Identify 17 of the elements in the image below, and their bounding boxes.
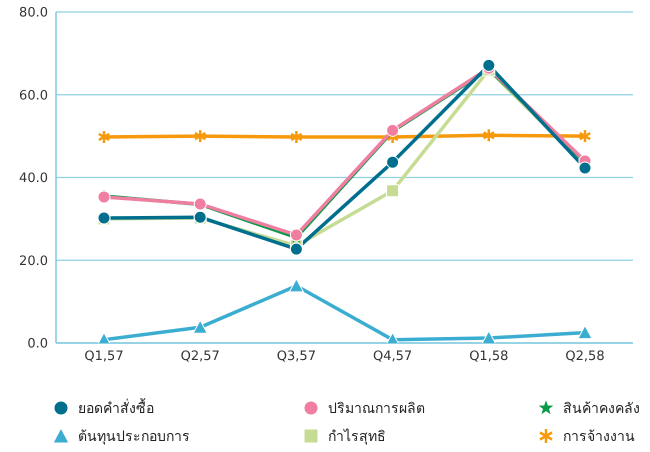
x-tick-label: Q4,57	[373, 349, 412, 364]
y-tick-label: 60.0	[19, 88, 48, 104]
legend-label: ต้นทุนประกอบการ	[78, 428, 190, 447]
y-tick-label: 80.0	[19, 6, 48, 21]
legend-label: ปริมาณการผลิต	[328, 400, 425, 419]
y-tick-label: 40.0	[19, 171, 48, 186]
legend-label: ยอดคำสั่งซื้อ	[78, 397, 154, 419]
x-tick-label: Q3,57	[276, 349, 316, 364]
legend-label: กำไรสุทธิ	[328, 428, 386, 447]
x-tick-label: Q2,58	[565, 349, 605, 364]
legend-label: สินค้าคงคลัง	[563, 400, 640, 419]
x-tick-label: Q1,57	[84, 349, 124, 364]
x-tick-label: Q2,57	[180, 349, 220, 364]
legend-label: การจ้างงาน	[563, 428, 635, 447]
y-tick-label: 0.0	[27, 336, 48, 352]
y-tick-label: 20.0	[19, 254, 48, 269]
x-tick-label: Q1,58	[469, 349, 508, 364]
